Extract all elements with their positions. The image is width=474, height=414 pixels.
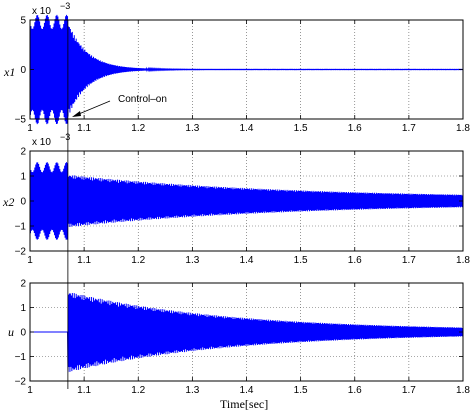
series-line <box>29 14 464 125</box>
panel2-scale-exp: −3 <box>60 132 70 142</box>
x-tick-label: 1.8 <box>456 255 470 266</box>
y-tick-label: 1 <box>20 172 26 183</box>
x-tick-label: 1.3 <box>185 255 199 266</box>
x-axis-label: Time[sec] <box>220 397 268 411</box>
x-tick-label: 1.3 <box>185 123 199 134</box>
x-tick-label: 1.5 <box>294 385 308 396</box>
y-tick-label: −1 <box>15 222 27 233</box>
x-tick-label: 1.1 <box>77 385 91 396</box>
y-tick-label: 0 <box>20 197 26 208</box>
x-tick-label: 1.8 <box>456 385 470 396</box>
panel2-ylabel: x2 <box>2 195 14 209</box>
panel-x2: x 10 −3 1 1.1 1.2 1.3 1.4 1.5 1.6 1.7 1.8 −2 −1 0 1 2… <box>2 132 470 266</box>
x-tick-label: 1.7 <box>402 123 416 134</box>
x-tick-label: 1.7 <box>402 385 416 396</box>
x-tick-label: 1.7 <box>402 255 416 266</box>
y-tick-label: 2 <box>20 147 26 158</box>
panel1-ylabel: x1 <box>3 65 15 79</box>
x-tick-label: 1.4 <box>240 123 254 134</box>
x-tick-label: 1.1 <box>77 123 91 134</box>
panel3-ylabel: u <box>8 325 14 339</box>
x-tick-label: 1.5 <box>294 255 308 266</box>
y-tick-label: −2 <box>15 377 27 388</box>
y-tick-label: 5 <box>20 16 26 27</box>
x-tick-label: 1 <box>27 255 33 266</box>
panel1-scale-label: x 10 <box>32 6 51 17</box>
x-tick-label: 1.2 <box>131 255 145 266</box>
panel1-plot: 1 1.1 1.2 1.3 1.4 1.5 1.6 1.7 1.8 −5 0 5 <box>15 14 470 134</box>
x-tick-label: 1.6 <box>348 123 362 134</box>
y-tick-label: 1 <box>20 303 26 314</box>
panel-x1: x 10 −3 1 1.1 1.2 1.3 1.4 1.5 1.6 1.7 1.8 −5 0 5 x1… <box>3 1 470 134</box>
panel2-scale-label: x 10 <box>32 137 51 148</box>
series-line <box>30 292 464 373</box>
x-tick-label: 1.4 <box>240 385 254 396</box>
y-tick-label: −2 <box>15 247 27 258</box>
panel1-scale-exp: −3 <box>60 1 70 11</box>
x-tick-label: 1.1 <box>77 255 91 266</box>
y-tick-label: −5 <box>15 115 27 126</box>
y-tick-label: 2 <box>20 279 26 290</box>
x-tick-label: 1.3 <box>185 385 199 396</box>
x-tick-label: 1 <box>27 123 33 134</box>
y-tick-label: 0 <box>20 328 26 339</box>
x-tick-label: 1.6 <box>348 255 362 266</box>
panel3-plot: 1 1.1 1.2 1.3 1.4 1.5 1.6 1.7 1.8 −2 −1 0 1 2 <box>15 279 471 397</box>
series-line <box>29 162 464 240</box>
x-tick-label: 1.2 <box>131 123 145 134</box>
y-tick-label: 0 <box>20 65 26 76</box>
panel-u: 1 1.1 1.2 1.3 1.4 1.5 1.6 1.7 1.8 −2 −1 0 1 2 u Time[… <box>8 279 470 412</box>
annotation-arrowhead <box>72 111 81 117</box>
x-tick-label: 1.4 <box>240 255 254 266</box>
x-tick-label: 1.2 <box>131 385 145 396</box>
x-tick-label: 1.5 <box>294 123 308 134</box>
x-tick-label: 1.6 <box>348 385 362 396</box>
y-tick-label: −1 <box>15 352 27 363</box>
panel2-plot: 1 1.1 1.2 1.3 1.4 1.5 1.6 1.7 1.8 −2 −1 0 1 2 <box>15 147 471 267</box>
x-tick-label: 1 <box>27 385 33 396</box>
annotation-control-on: Control–on <box>118 94 167 105</box>
x-tick-label: 1.8 <box>456 123 470 134</box>
